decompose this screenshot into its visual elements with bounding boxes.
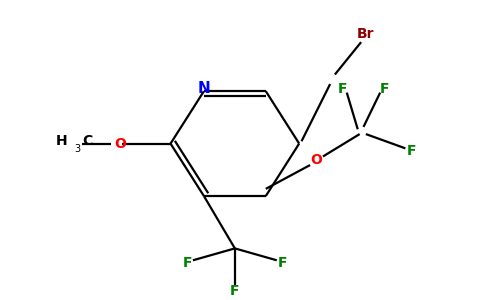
Text: C: C	[82, 134, 92, 148]
Text: F: F	[407, 144, 416, 158]
Text: O: O	[115, 136, 126, 151]
Text: F: F	[182, 256, 192, 270]
Text: F: F	[278, 256, 287, 270]
Text: F: F	[380, 82, 390, 96]
Text: O: O	[310, 153, 322, 167]
Text: F: F	[230, 284, 240, 298]
Text: N: N	[197, 81, 210, 96]
Text: H: H	[56, 134, 68, 148]
Text: Br: Br	[357, 27, 375, 41]
Text: F: F	[337, 82, 347, 96]
Text: 3: 3	[75, 144, 80, 154]
